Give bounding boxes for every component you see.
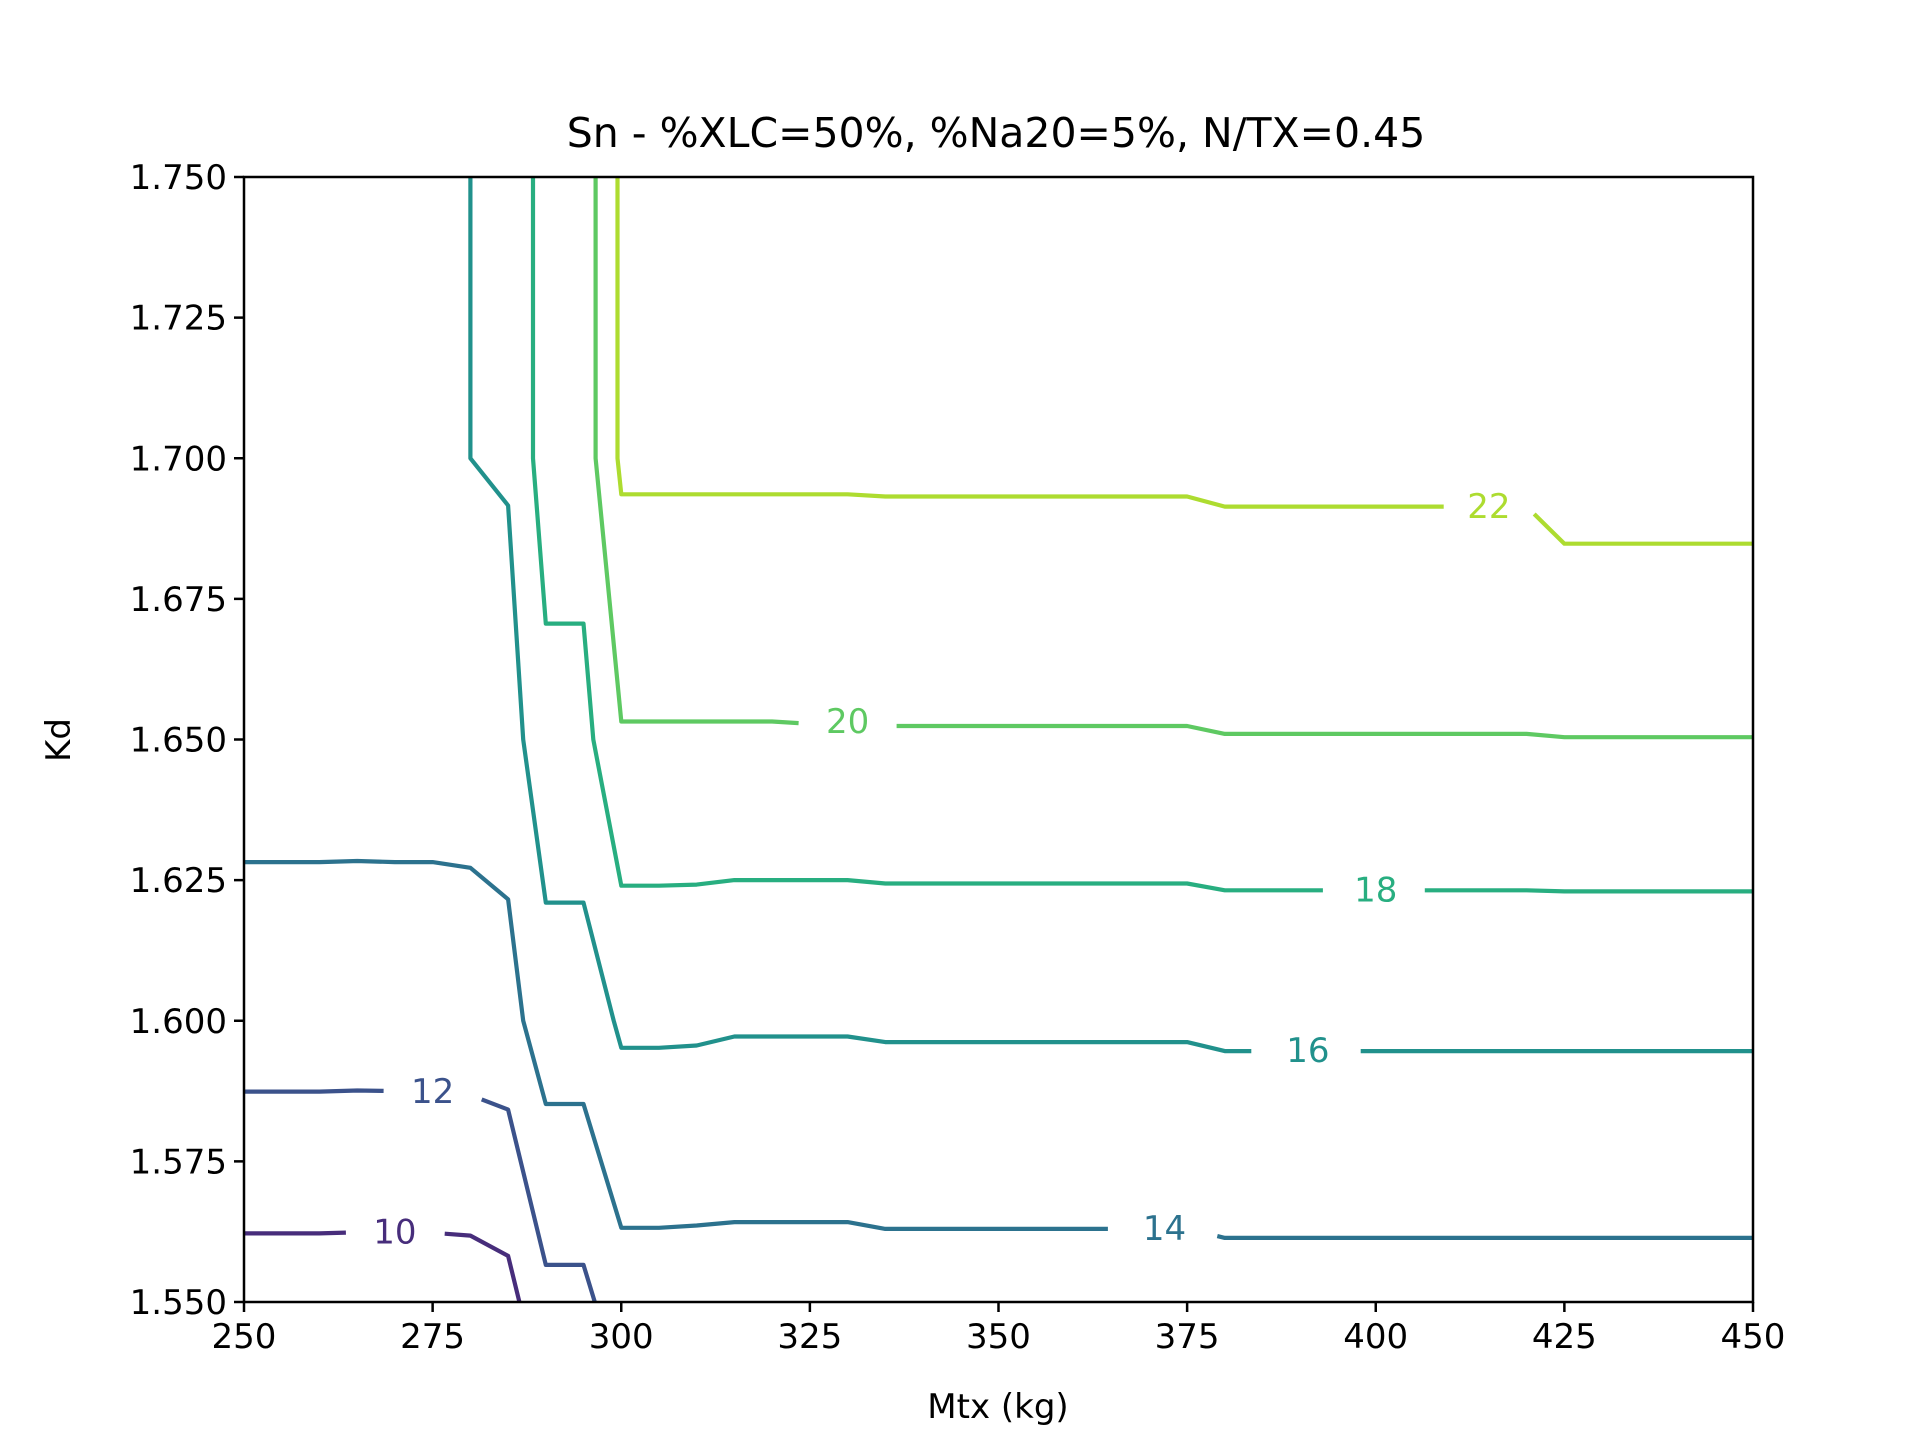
contour-line-18 [1424,888,1753,894]
contour-lines [244,177,1753,1303]
contour-label-18: 18 [1354,871,1397,911]
y-tick-label: 1.750 [130,158,227,198]
contour-line-22 [615,177,1444,509]
y-tick-label: 1.625 [130,861,227,901]
contour-line-12 [244,1088,384,1094]
contour-line-14 [1216,1234,1753,1241]
contour-line-10 [244,1230,346,1236]
x-axis-label: Mtx (kg) [927,1387,1068,1427]
contour-label-14: 14 [1143,1209,1186,1249]
x-tick-label: 400 [1343,1317,1408,1357]
y-tick-label: 1.550 [130,1283,227,1323]
contour-line-22 [1532,512,1753,546]
contour-label-22: 22 [1467,487,1510,527]
x-tick-label: 250 [212,1317,277,1357]
contour-labels: 10 12 14 16 18 20 22 [373,487,1510,1253]
x-tick-label: 275 [400,1317,465,1357]
y-tick-label: 1.650 [130,721,227,761]
chart-title: Sn - %XLC=50%, %Na20=5%, N/TX=0.45 [567,109,1426,157]
x-tick-label: 300 [589,1317,654,1357]
contour-line-10 [444,1231,522,1303]
y-tick-label: 1.600 [130,1002,227,1042]
contour-label-10: 10 [373,1213,416,1253]
contour-label-12: 12 [411,1072,454,1112]
y-tick-label: 1.700 [130,439,227,479]
contour-line-20 [896,723,1753,740]
contour-line-16 [468,177,1252,1054]
contour-line-18 [530,177,1323,893]
contour-line-12 [480,1097,597,1303]
x-axis: 250 275 300 325 350 375 400 425 450 [212,1302,1786,1357]
y-tick-label: 1.725 [130,299,227,339]
y-axis: 1.550 1.575 1.600 1.625 1.650 1.675 1.700 1.725… [130,158,244,1323]
x-tick-label: 425 [1532,1317,1597,1357]
x-tick-label: 350 [966,1317,1031,1357]
contour-line-20 [593,177,799,726]
contour-label-16: 16 [1286,1031,1329,1071]
y-tick-label: 1.575 [130,1142,227,1182]
contour-label-20: 20 [826,702,869,742]
y-tick-label: 1.675 [130,580,227,620]
x-tick-label: 375 [1155,1317,1220,1357]
x-tick-label: 325 [777,1317,842,1357]
contour-line-14 [244,858,1108,1232]
y-axis-label: Kd [39,718,79,762]
x-tick-label: 450 [1721,1317,1786,1357]
